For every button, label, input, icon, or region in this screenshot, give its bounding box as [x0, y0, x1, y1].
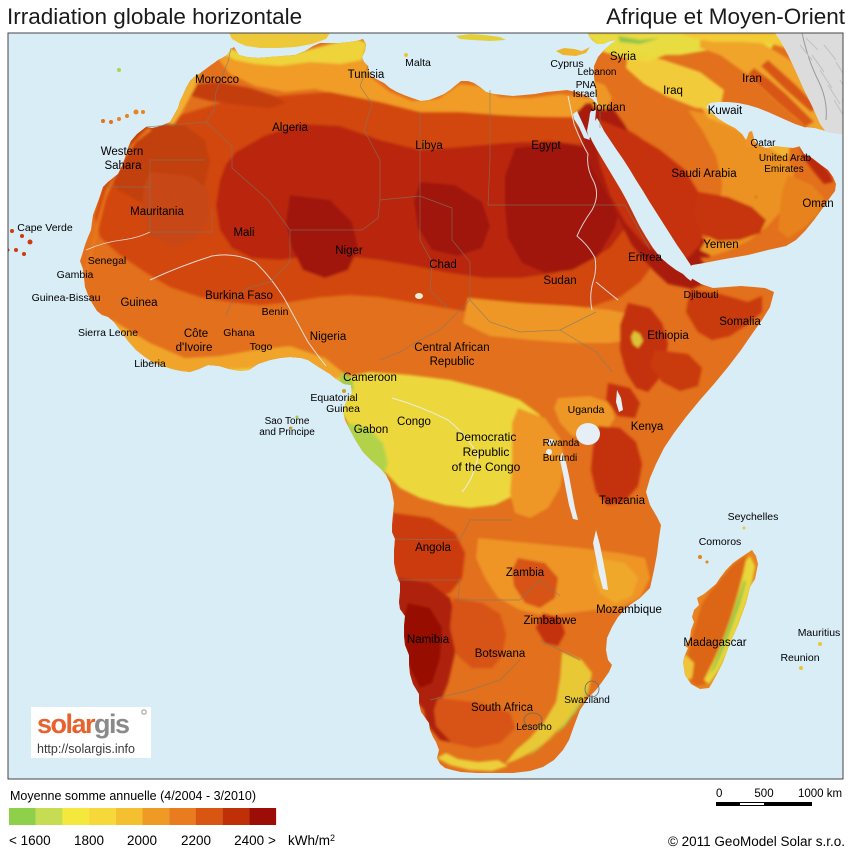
svg-text:Central African: Central African: [414, 342, 489, 354]
svg-text:Cyprus: Cyprus: [550, 58, 583, 70]
svg-text:Iraq: Iraq: [663, 85, 683, 97]
svg-text:Cameroon: Cameroon: [343, 372, 397, 384]
svg-text:Senegal: Senegal: [88, 255, 127, 267]
svg-text:Qatar: Qatar: [750, 138, 776, 149]
svg-text:Sudan: Sudan: [543, 275, 576, 287]
svg-text:Sierra Leone: Sierra Leone: [78, 327, 138, 339]
svg-text:Israel: Israel: [573, 89, 597, 100]
svg-text:Gabon: Gabon: [354, 424, 389, 436]
svg-text:Guinea: Guinea: [120, 297, 158, 309]
svg-text:Algeria: Algeria: [272, 122, 308, 134]
svg-text:Irradiation globale horizontal: Irradiation globale horizontale: [7, 4, 302, 29]
svg-text:Niger: Niger: [335, 245, 363, 257]
svg-text:Guinea-Bissau: Guinea-Bissau: [32, 292, 101, 304]
svg-text:Côte: Côte: [184, 328, 208, 340]
svg-text:Kuwait: Kuwait: [708, 105, 743, 117]
svg-text:Namibia: Namibia: [407, 634, 450, 646]
svg-text:© 2011 GeoModel Solar s.r.o.: © 2011 GeoModel Solar s.r.o.: [668, 834, 845, 849]
svg-text:Mali: Mali: [233, 227, 254, 239]
svg-text:Burundi: Burundi: [543, 453, 577, 464]
svg-text:of the Congo: of the Congo: [452, 460, 521, 474]
svg-text:Republic: Republic: [463, 445, 510, 459]
svg-text:Somalia: Somalia: [719, 316, 761, 328]
svg-text:http://solargis.info: http://solargis.info: [37, 742, 135, 756]
svg-text:Comoros: Comoros: [699, 536, 742, 548]
svg-text:Swaziland: Swaziland: [564, 695, 610, 706]
svg-text:Lebanon: Lebanon: [578, 67, 617, 78]
svg-text:0: 0: [716, 788, 722, 800]
svg-text:Djibouti: Djibouti: [683, 289, 718, 301]
svg-text:Rwanda: Rwanda: [543, 438, 580, 449]
svg-text:Sahara: Sahara: [104, 160, 142, 172]
svg-text:Republic: Republic: [430, 356, 475, 368]
svg-text:PNA: PNA: [576, 80, 597, 91]
svg-text:Kenya: Kenya: [631, 421, 664, 433]
svg-text:kWh/m2: kWh/m2: [288, 833, 335, 848]
svg-text:Jordan: Jordan: [590, 102, 625, 114]
svg-text:1000 km: 1000 km: [798, 788, 842, 800]
svg-text:Oman: Oman: [802, 198, 833, 210]
svg-text:and Principe: and Principe: [259, 427, 315, 438]
svg-text:Democratic: Democratic: [456, 430, 517, 444]
svg-text:Tanzania: Tanzania: [599, 495, 646, 507]
svg-text:2000: 2000: [127, 833, 157, 848]
svg-text:Lesotho: Lesotho: [516, 722, 552, 733]
svg-text:Emirates: Emirates: [764, 164, 803, 175]
svg-text:Benin: Benin: [262, 306, 289, 318]
svg-text:2400 >: 2400 >: [234, 833, 276, 848]
svg-text:Zimbabwe: Zimbabwe: [523, 615, 576, 627]
svg-text:Iran: Iran: [742, 73, 762, 85]
svg-text:Cape Verde: Cape Verde: [17, 222, 73, 234]
svg-text:Guinea: Guinea: [326, 403, 360, 415]
svg-text:Western: Western: [101, 146, 144, 158]
svg-text:Mozambique: Mozambique: [596, 604, 662, 616]
svg-text:Tunisia: Tunisia: [348, 69, 385, 81]
svg-text:Burkina Faso: Burkina Faso: [205, 290, 273, 302]
svg-text:Chad: Chad: [429, 259, 457, 271]
svg-text:Morocco: Morocco: [195, 74, 239, 86]
svg-text:Botswana: Botswana: [475, 648, 526, 660]
svg-text:United Arab: United Arab: [759, 153, 812, 164]
svg-text:solargis: solargis: [37, 709, 129, 739]
svg-text:Gambia: Gambia: [57, 269, 94, 281]
svg-text:Madagascar: Madagascar: [683, 637, 746, 649]
svg-text:Libya: Libya: [415, 140, 443, 152]
svg-text:Moyenne somme annuelle (4/2004: Moyenne somme annuelle (4/2004 - 3/2010): [10, 789, 256, 803]
svg-text:Angola: Angola: [415, 542, 451, 554]
svg-text:Reunion: Reunion: [780, 652, 819, 664]
svg-text:Mauritius: Mauritius: [798, 627, 841, 639]
svg-text:Togo: Togo: [250, 341, 273, 353]
svg-text:Equatorial: Equatorial: [310, 392, 357, 404]
svg-text:Yemen: Yemen: [703, 239, 738, 251]
svg-text:Congo: Congo: [397, 416, 431, 428]
svg-text:500: 500: [754, 788, 773, 800]
svg-text:Liberia: Liberia: [134, 358, 166, 370]
svg-text:Zambia: Zambia: [506, 567, 545, 579]
svg-text:Sao Tome: Sao Tome: [265, 416, 310, 427]
svg-text:1800: 1800: [74, 833, 104, 848]
svg-text:d'Ivoire: d'Ivoire: [176, 342, 213, 354]
svg-text:Syria: Syria: [610, 51, 637, 63]
svg-text:< 1600: < 1600: [9, 833, 51, 848]
svg-text:Ghana: Ghana: [223, 327, 255, 339]
svg-text:Afrique et Moyen-Orient: Afrique et Moyen-Orient: [606, 4, 846, 29]
svg-text:2200: 2200: [181, 833, 211, 848]
svg-text:Uganda: Uganda: [568, 404, 605, 416]
svg-text:Malta: Malta: [405, 57, 431, 69]
svg-text:Nigeria: Nigeria: [310, 331, 347, 343]
svg-text:Saudi Arabia: Saudi Arabia: [671, 168, 737, 180]
svg-text:Mauritania: Mauritania: [130, 206, 184, 218]
svg-text:Seychelles: Seychelles: [728, 511, 779, 523]
svg-text:Egypt: Egypt: [531, 140, 561, 152]
svg-text:Ethiopia: Ethiopia: [647, 330, 689, 342]
svg-text:South Africa: South Africa: [471, 702, 534, 714]
svg-text:Eritrea: Eritrea: [628, 252, 662, 264]
